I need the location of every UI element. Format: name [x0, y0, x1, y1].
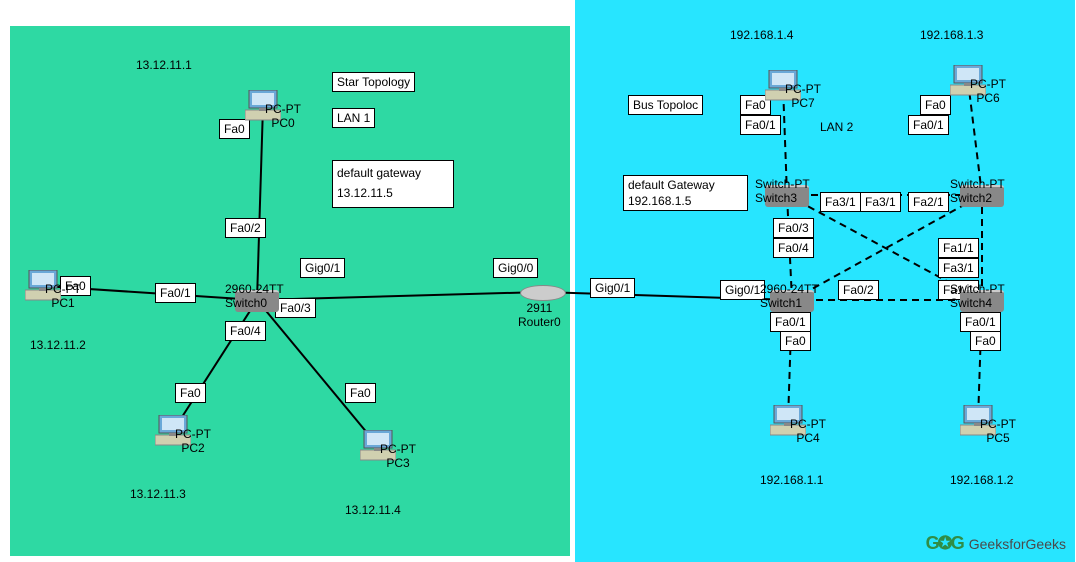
- port-sw4-fa01: Fa0/1: [960, 312, 1001, 332]
- port-sw2-fa01: Fa0/1: [908, 115, 949, 135]
- port-sw1-fa04: Fa0/4: [773, 238, 814, 258]
- caption-pc5: PC-PTPC5: [980, 417, 1016, 445]
- ip-pc1: 13.12.11.2: [30, 338, 86, 352]
- port-sw1-fa02: Fa0/2: [838, 280, 879, 300]
- ip-pc5: 192.168.1.2: [950, 473, 1013, 487]
- caption-sw0: 2960-24TTSwitch0: [225, 282, 284, 310]
- caption-pc3: PC-PTPC3: [380, 442, 416, 470]
- port-sw1-fa03: Fa0/3: [773, 218, 814, 238]
- gfg-logo-icon: G✪G: [926, 533, 963, 554]
- watermark: G✪G GeeksforGeeks: [926, 533, 1066, 554]
- port-sw0-fa04: Fa0/4: [225, 321, 266, 341]
- label-gw-right-1: default Gateway: [628, 178, 743, 194]
- port-r0-gig01: Gig0/1: [590, 278, 635, 298]
- ip-pc4: 192.168.1.1: [760, 473, 823, 487]
- port-sw2-fa21: Fa2/1: [908, 192, 949, 212]
- watermark-text: GeeksforGeeks: [969, 536, 1066, 552]
- port-sw3-fa31: Fa3/1: [820, 192, 861, 212]
- label-bus-topology: Bus Topoloc: [628, 95, 703, 115]
- ip-pc6: 192.168.1.3: [920, 28, 983, 42]
- port-r0-gig00: Gig0/0: [493, 258, 538, 278]
- label-gw-left: default gateway 13.12.11.5: [332, 160, 454, 208]
- label-gw-left-2: 13.12.11.5: [337, 183, 449, 203]
- ip-pc2: 13.12.11.3: [130, 487, 186, 501]
- label-lan1: LAN 1: [332, 108, 375, 128]
- caption-sw1: 2960-24TTSwitch1: [760, 282, 819, 310]
- caption-sw4: Switch-PTSwitch4: [950, 282, 1005, 310]
- label-lan2: LAN 2: [820, 120, 853, 134]
- port-pc6-fa0: Fa0: [920, 95, 951, 115]
- port-sw3-fa01: Fa0/1: [740, 115, 781, 135]
- port-sw1-gig01: Gig0/1: [720, 280, 765, 300]
- label-gw-right: default Gateway 192.168.1.5: [623, 175, 748, 211]
- caption-pc0: PC-PTPC0: [265, 102, 301, 130]
- label-gw-left-1: default gateway: [337, 163, 449, 183]
- caption-pc1: PC-PTPC1: [45, 282, 81, 310]
- port-pc5-fa0: Fa0: [970, 331, 1001, 351]
- caption-sw3: Switch-PTSwitch3: [755, 177, 810, 205]
- caption-sw2: Switch-PTSwitch2: [950, 177, 1005, 205]
- port-sw0-gig01: Gig0/1: [300, 258, 345, 278]
- ip-pc7: 192.168.1.4: [730, 28, 793, 42]
- ip-pc0: 13.12.11.1: [136, 58, 192, 72]
- label-gw-right-2: 192.168.1.5: [628, 194, 743, 210]
- port-sw0-fa02: Fa0/2: [225, 218, 266, 238]
- port-sw2-fa31-left: Fa3/1: [860, 192, 901, 212]
- caption-pc4: PC-PTPC4: [790, 417, 826, 445]
- port-pc4-fa0: Fa0: [780, 331, 811, 351]
- ip-pc3: 13.12.11.4: [345, 503, 401, 517]
- port-pc3-fa0: Fa0: [345, 383, 376, 403]
- port-sw0-fa01: Fa0/1: [155, 283, 196, 303]
- device-router0[interactable]: [520, 285, 566, 301]
- port-sw1-fa01: Fa0/1: [770, 312, 811, 332]
- caption-pc7: PC-PTPC7: [785, 82, 821, 110]
- port-pc2-fa0: Fa0: [175, 383, 206, 403]
- port-sw4-fa11a: Fa1/1: [938, 238, 979, 258]
- label-star-topology: Star Topology: [332, 72, 415, 92]
- caption-router0: 2911Router0: [518, 301, 561, 329]
- caption-pc2: PC-PTPC2: [175, 427, 211, 455]
- caption-pc6: PC-PTPC6: [970, 77, 1006, 105]
- port-sw4-fa31: Fa3/1: [938, 258, 979, 278]
